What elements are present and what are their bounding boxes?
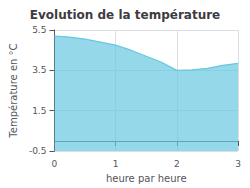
svg-text:5.5: 5.5 bbox=[32, 25, 46, 35]
svg-text:-0.5: -0.5 bbox=[29, 146, 47, 156]
svg-text:3.5: 3.5 bbox=[32, 65, 46, 75]
svg-text:2: 2 bbox=[174, 159, 180, 169]
svg-text:1: 1 bbox=[113, 159, 119, 169]
svg-text:Température en °C: Température en °C bbox=[8, 43, 19, 138]
svg-text:0: 0 bbox=[52, 159, 58, 169]
svg-text:Evolution de la température: Evolution de la température bbox=[30, 8, 221, 22]
svg-text:heure par heure: heure par heure bbox=[106, 173, 187, 184]
svg-text:1.5: 1.5 bbox=[32, 106, 46, 116]
svg-text:3: 3 bbox=[235, 159, 241, 169]
